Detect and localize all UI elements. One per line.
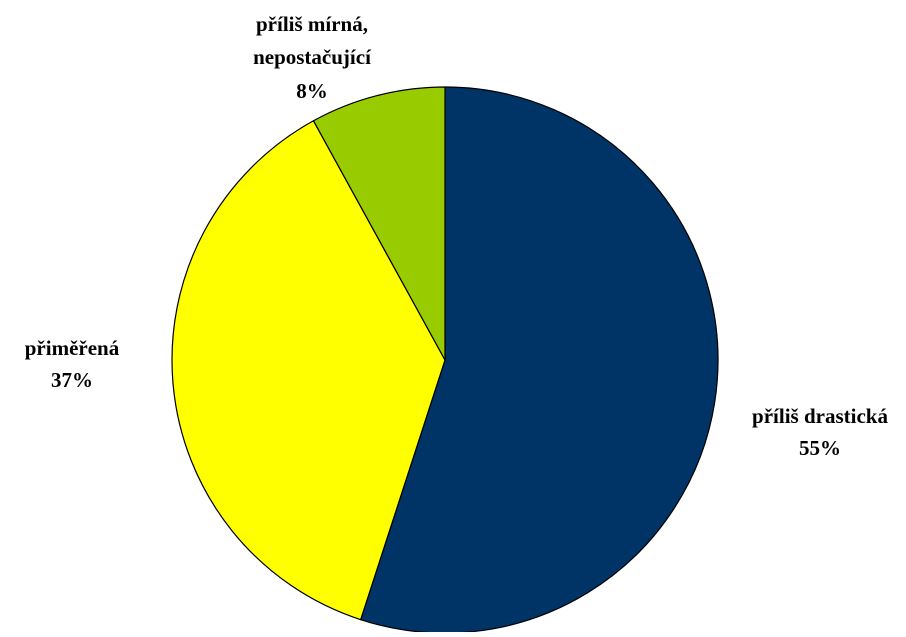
pie-slices — [171, 86, 719, 634]
slice-label-mirna-line2: nepostačující — [253, 45, 372, 69]
slice-primerena — [171, 120, 446, 621]
slice-mirna — [312, 86, 446, 361]
slice-label-drasticka: příliš drastická — [752, 404, 888, 428]
slice-value-primerena: 37% — [51, 368, 93, 392]
slice-value-drasticka: 55% — [799, 436, 841, 460]
slice-value-mirna: 8% — [296, 79, 328, 103]
slice-label-primerena: přiměřená — [25, 336, 120, 360]
slice-drasticka — [360, 86, 719, 634]
slice-label-mirna-line1: příliš mírná, — [256, 12, 368, 36]
